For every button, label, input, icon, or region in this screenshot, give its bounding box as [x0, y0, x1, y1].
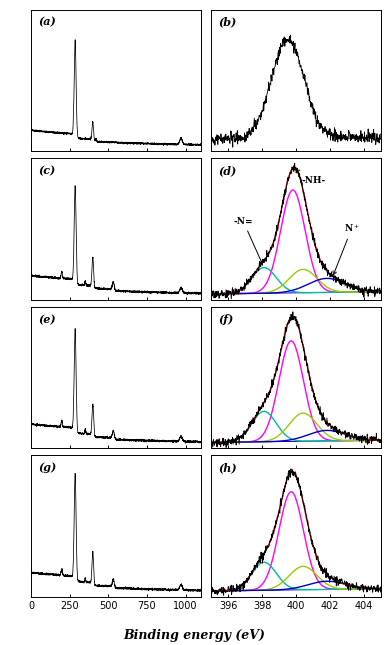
- Text: (b): (b): [218, 17, 236, 28]
- Text: (f): (f): [218, 313, 233, 325]
- Text: (a): (a): [38, 17, 56, 28]
- Text: Binding energy (eV): Binding energy (eV): [124, 629, 265, 642]
- Text: (e): (e): [38, 313, 56, 325]
- Text: (d): (d): [218, 165, 236, 176]
- Text: -N=: -N=: [233, 217, 263, 264]
- Text: (g): (g): [38, 462, 56, 473]
- Text: N$^+$: N$^+$: [333, 222, 360, 275]
- Text: (h): (h): [218, 462, 237, 473]
- Text: -NH-: -NH-: [296, 170, 326, 184]
- Text: (c): (c): [38, 165, 55, 176]
